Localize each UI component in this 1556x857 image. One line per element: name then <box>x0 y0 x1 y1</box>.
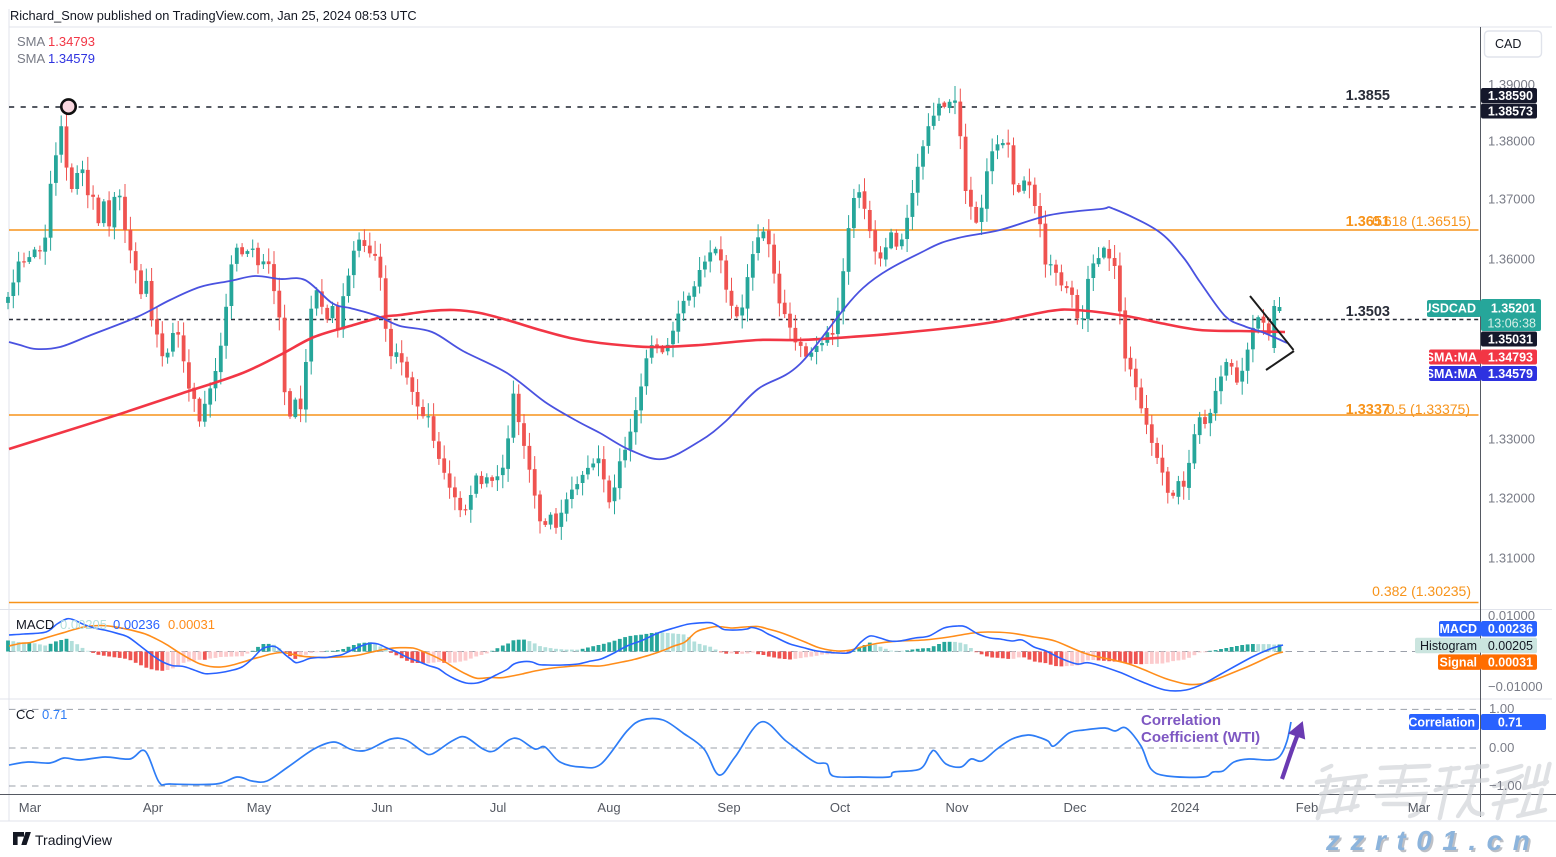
svg-text:Sep: Sep <box>717 800 740 815</box>
svg-text:1.32000: 1.32000 <box>1488 491 1535 506</box>
svg-text:Dec: Dec <box>1063 800 1087 815</box>
svg-text:0.618 (1.36515): 0.618 (1.36515) <box>1372 213 1471 229</box>
svg-text:0.01000: 0.01000 <box>1488 608 1535 623</box>
svg-text:Nov: Nov <box>945 800 969 815</box>
svg-text:1.38573: 1.38573 <box>1488 105 1533 119</box>
svg-text:May: May <box>247 800 272 815</box>
svg-text:SMA:MA: SMA:MA <box>1426 367 1477 381</box>
svg-text:0.00205: 0.00205 <box>1488 639 1533 653</box>
svg-text:MACD: MACD <box>1440 622 1478 636</box>
svg-text:USDCAD: USDCAD <box>1423 302 1476 316</box>
svg-text:0.00236: 0.00236 <box>1488 622 1533 636</box>
svg-text:CAD: CAD <box>1495 37 1521 51</box>
svg-text:Apr: Apr <box>143 800 164 815</box>
svg-text:TradingView: TradingView <box>35 832 113 848</box>
svg-text:−1.00: −1.00 <box>1489 778 1522 793</box>
svg-text:Mar: Mar <box>1408 800 1431 815</box>
svg-text:1.35201: 1.35201 <box>1491 302 1536 316</box>
svg-text:1.35031: 1.35031 <box>1488 333 1533 347</box>
svg-text:2024: 2024 <box>1171 800 1200 815</box>
svg-text:0.71: 0.71 <box>42 707 67 722</box>
svg-text:0.00236: 0.00236 <box>113 617 160 632</box>
svg-text:Richard_Snow published on Trad: Richard_Snow published on TradingView.co… <box>10 8 417 23</box>
svg-text:0.00: 0.00 <box>1489 740 1514 755</box>
svg-text:0.71: 0.71 <box>1498 716 1522 730</box>
svg-text:MACD: MACD <box>16 617 54 632</box>
svg-text:SMA: SMA <box>17 34 46 49</box>
svg-text:13:06:38: 13:06:38 <box>1487 317 1536 331</box>
svg-text:1.37000: 1.37000 <box>1488 192 1535 207</box>
svg-text:Oct: Oct <box>830 800 851 815</box>
svg-text:Feb: Feb <box>1296 800 1318 815</box>
svg-text:0.382 (1.30235): 0.382 (1.30235) <box>1372 583 1471 599</box>
svg-text:0.00031: 0.00031 <box>168 617 215 632</box>
svg-text:Coefficient (WTI): Coefficient (WTI) <box>1141 729 1260 746</box>
svg-text:1.00: 1.00 <box>1489 701 1514 716</box>
svg-text:1.34793: 1.34793 <box>48 34 95 49</box>
svg-text:1.34579: 1.34579 <box>1488 367 1533 381</box>
svg-text:Jul: Jul <box>490 800 507 815</box>
svg-text:0.00205: 0.00205 <box>60 617 107 632</box>
svg-text:1.3651: 1.3651 <box>1346 214 1390 230</box>
svg-text:Jun: Jun <box>372 800 393 815</box>
svg-text:0.5 (1.33375): 0.5 (1.33375) <box>1387 401 1470 417</box>
svg-text:Signal: Signal <box>1439 656 1477 670</box>
svg-text:1.38000: 1.38000 <box>1488 134 1535 149</box>
svg-text:1.3337: 1.3337 <box>1346 402 1390 418</box>
svg-text:Histogram: Histogram <box>1420 639 1477 653</box>
svg-text:SMA: SMA <box>17 51 46 66</box>
svg-text:1.31000: 1.31000 <box>1488 551 1535 566</box>
svg-text:0.00031: 0.00031 <box>1488 656 1533 670</box>
svg-text:zzrt01.cn: zzrt01.cn <box>1327 827 1542 857</box>
svg-text:Correlation: Correlation <box>1141 712 1221 729</box>
svg-text:1.36000: 1.36000 <box>1488 252 1535 267</box>
svg-text:1.33000: 1.33000 <box>1488 432 1535 447</box>
svg-text:−0.01000: −0.01000 <box>1488 679 1543 694</box>
svg-text:1.3503: 1.3503 <box>1346 304 1390 320</box>
svg-text:1.34579: 1.34579 <box>48 51 95 66</box>
svg-text:Correlation: Correlation <box>1408 716 1475 730</box>
svg-text:Mar: Mar <box>19 800 42 815</box>
svg-text:1.38590: 1.38590 <box>1488 89 1533 103</box>
svg-text:1.34793: 1.34793 <box>1488 351 1533 365</box>
svg-text:zzrt01.cn: zzrt01.cn <box>1325 825 1540 856</box>
svg-text:CC: CC <box>16 707 35 722</box>
svg-text:SMA:MA: SMA:MA <box>1426 351 1477 365</box>
svg-text:Aug: Aug <box>597 800 620 815</box>
svg-text:1.3855: 1.3855 <box>1346 88 1390 104</box>
